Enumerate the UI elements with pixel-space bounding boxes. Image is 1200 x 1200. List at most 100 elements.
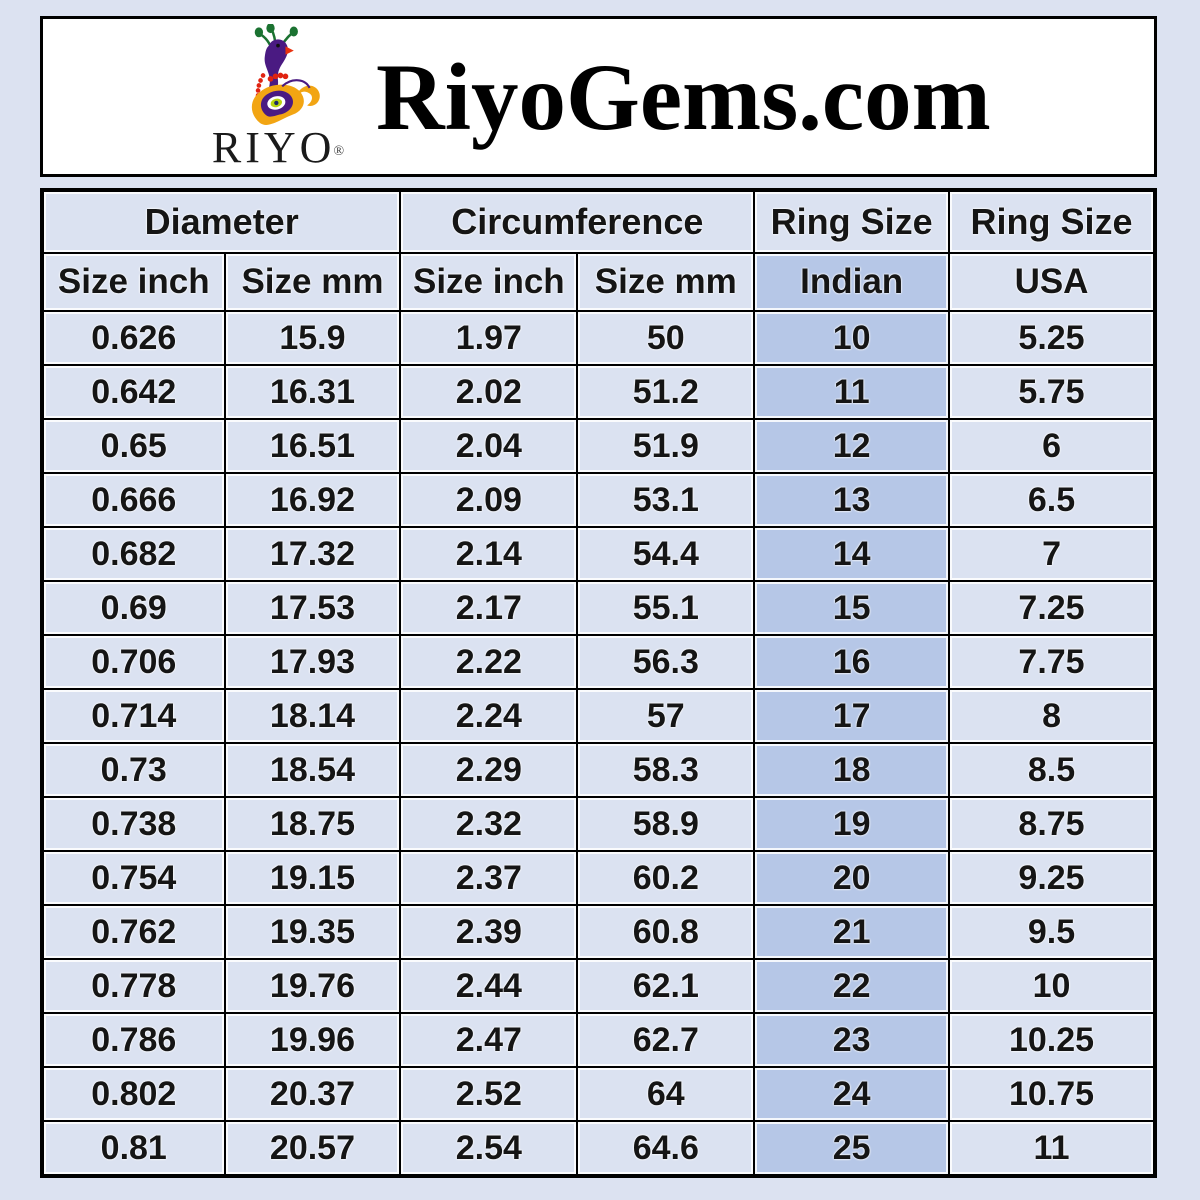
table-cell: 0.714 [41, 688, 226, 744]
table-cell: 11 [753, 364, 951, 420]
table-cell: 20.57 [223, 1120, 402, 1177]
table-cell: 18.54 [223, 742, 402, 798]
table-cell: 2.54 [399, 1120, 579, 1177]
table-row: 0.682 17.32 2.14 54.4 14 7 [41, 526, 1156, 582]
table-cell: 50 [576, 310, 756, 366]
table-cell: 24 [753, 1066, 951, 1122]
table-cell: 10 [753, 310, 951, 366]
table-cell: 16 [753, 634, 951, 690]
table-cell: 56.3 [576, 634, 756, 690]
table-cell: 0.786 [41, 1012, 226, 1068]
table-cell: 22 [753, 958, 951, 1014]
group-header-cell: Ring Size [753, 189, 951, 254]
table-cell: 9.25 [948, 850, 1156, 906]
table-cell: 5.75 [948, 364, 1156, 420]
table-cell: 19.35 [223, 904, 402, 960]
table-cell: 19.15 [223, 850, 402, 906]
brand-wordmark: RIYO [211, 122, 336, 172]
sub-header-cell: Size mm [223, 252, 402, 312]
table-cell: 25 [753, 1120, 951, 1177]
table-cell: 19.96 [223, 1012, 402, 1068]
table-cell: 2.14 [399, 526, 579, 582]
sub-header-cell: Size inch [41, 252, 226, 312]
table-cell: 0.754 [41, 850, 226, 906]
table-cell: 7.25 [948, 580, 1156, 636]
table-cell: 57 [576, 688, 756, 744]
table-cell: 0.642 [41, 364, 226, 420]
table-cell: 0.626 [41, 310, 226, 366]
table-row: 0.642 16.31 2.02 51.2 11 5.75 [41, 364, 1156, 420]
table-row: 0.778 19.76 2.44 62.1 22 10 [41, 958, 1156, 1014]
table-cell: 16.92 [223, 472, 402, 528]
table-cell: 2.29 [399, 742, 579, 798]
table-cell: 0.682 [41, 526, 226, 582]
table-cell: 0.706 [41, 634, 226, 690]
registered-trademark-icon: ® [333, 144, 345, 160]
sub-header-cell: Size mm [576, 252, 756, 312]
table-cell: 18.14 [223, 688, 402, 744]
table-cell: 15.9 [223, 310, 402, 366]
table-cell: 60.2 [576, 850, 756, 906]
table-cell: 2.39 [399, 904, 579, 960]
table-cell: 2.44 [399, 958, 579, 1014]
table-row: 0.65 16.51 2.04 51.9 12 6 [41, 418, 1156, 474]
sub-header-cell: USA [948, 252, 1156, 312]
table-row: 0.714 18.14 2.24 57 17 8 [41, 688, 1156, 744]
table-cell: 0.802 [41, 1066, 226, 1122]
table-cell: 16.51 [223, 418, 402, 474]
table-cell: 6 [948, 418, 1156, 474]
table-cell: 9.5 [948, 904, 1156, 960]
table-cell: 0.762 [41, 904, 226, 960]
table-cell: 17.53 [223, 580, 402, 636]
table-cell: 14 [753, 526, 951, 582]
table-cell: 58.3 [576, 742, 756, 798]
table-cell: 51.2 [576, 364, 756, 420]
table-cell: 10.25 [948, 1012, 1156, 1068]
table-cell: 8.75 [948, 796, 1156, 852]
table-header: Diameter Circumference Ring Size Ring Size S… [40, 189, 1156, 312]
table-cell: 54.4 [576, 526, 756, 582]
page-title: RiyoGems.com [376, 43, 991, 150]
table-cell: 0.666 [41, 472, 226, 528]
table-row: 0.73 18.54 2.29 58.3 18 8.5 [41, 742, 1156, 798]
table-cell: 21 [753, 904, 951, 960]
table-row: 0.69 17.53 2.17 55.1 15 7.25 [41, 580, 1156, 636]
table-cell: 20 [753, 850, 951, 906]
table-cell: 62.1 [576, 958, 756, 1014]
table-row: 0.626 15.9 1.97 50 10 5.25 [41, 310, 1156, 366]
table-cell: 58.9 [576, 796, 756, 852]
table-cell: 2.47 [399, 1012, 579, 1068]
table-cell: 53.1 [576, 472, 756, 528]
table-cell: 17.93 [223, 634, 402, 690]
table-row: 0.754 19.15 2.37 60.2 20 9.25 [41, 850, 1156, 906]
table-row: 0.81 20.57 2.54 64.6 25 11 [41, 1120, 1156, 1177]
table-cell: 2.24 [399, 688, 579, 744]
peacock-icon [251, 23, 320, 125]
table-row: 0.786 19.96 2.47 62.7 23 10.25 [41, 1012, 1156, 1068]
riyo-logo: RIYO® [198, 23, 358, 172]
table-cell: 55.1 [576, 580, 756, 636]
table-cell: 2.17 [399, 580, 579, 636]
header-box: RIYO® RiyoGems.com [40, 16, 1157, 177]
table-cell: 51.9 [576, 418, 756, 474]
ring-size-table: Diameter Circumference Ring Size Ring Size S… [40, 188, 1157, 1178]
table-cell: 64.6 [576, 1120, 756, 1177]
table-cell: 0.73 [41, 742, 226, 798]
sub-header-cell: Size inch [399, 252, 579, 312]
table-cell: 5.25 [948, 310, 1156, 366]
table-row: 0.706 17.93 2.22 56.3 16 7.75 [41, 634, 1156, 690]
table-cell: 19 [753, 796, 951, 852]
table-cell: 6.5 [948, 472, 1156, 528]
table-row: 0.666 16.92 2.09 53.1 13 6.5 [41, 472, 1156, 528]
group-header-cell: Circumference [399, 189, 756, 254]
table-cell: 20.37 [223, 1066, 402, 1122]
table-cell: 18.75 [223, 796, 402, 852]
table-cell: 10.75 [948, 1066, 1156, 1122]
table-cell: 64 [576, 1066, 756, 1122]
sub-header-cell: Indian [753, 252, 951, 312]
table-cell: 8.5 [948, 742, 1156, 798]
table-cell: 12 [753, 418, 951, 474]
table-cell: 23 [753, 1012, 951, 1068]
table-row: 0.762 19.35 2.39 60.8 21 9.5 [41, 904, 1156, 960]
